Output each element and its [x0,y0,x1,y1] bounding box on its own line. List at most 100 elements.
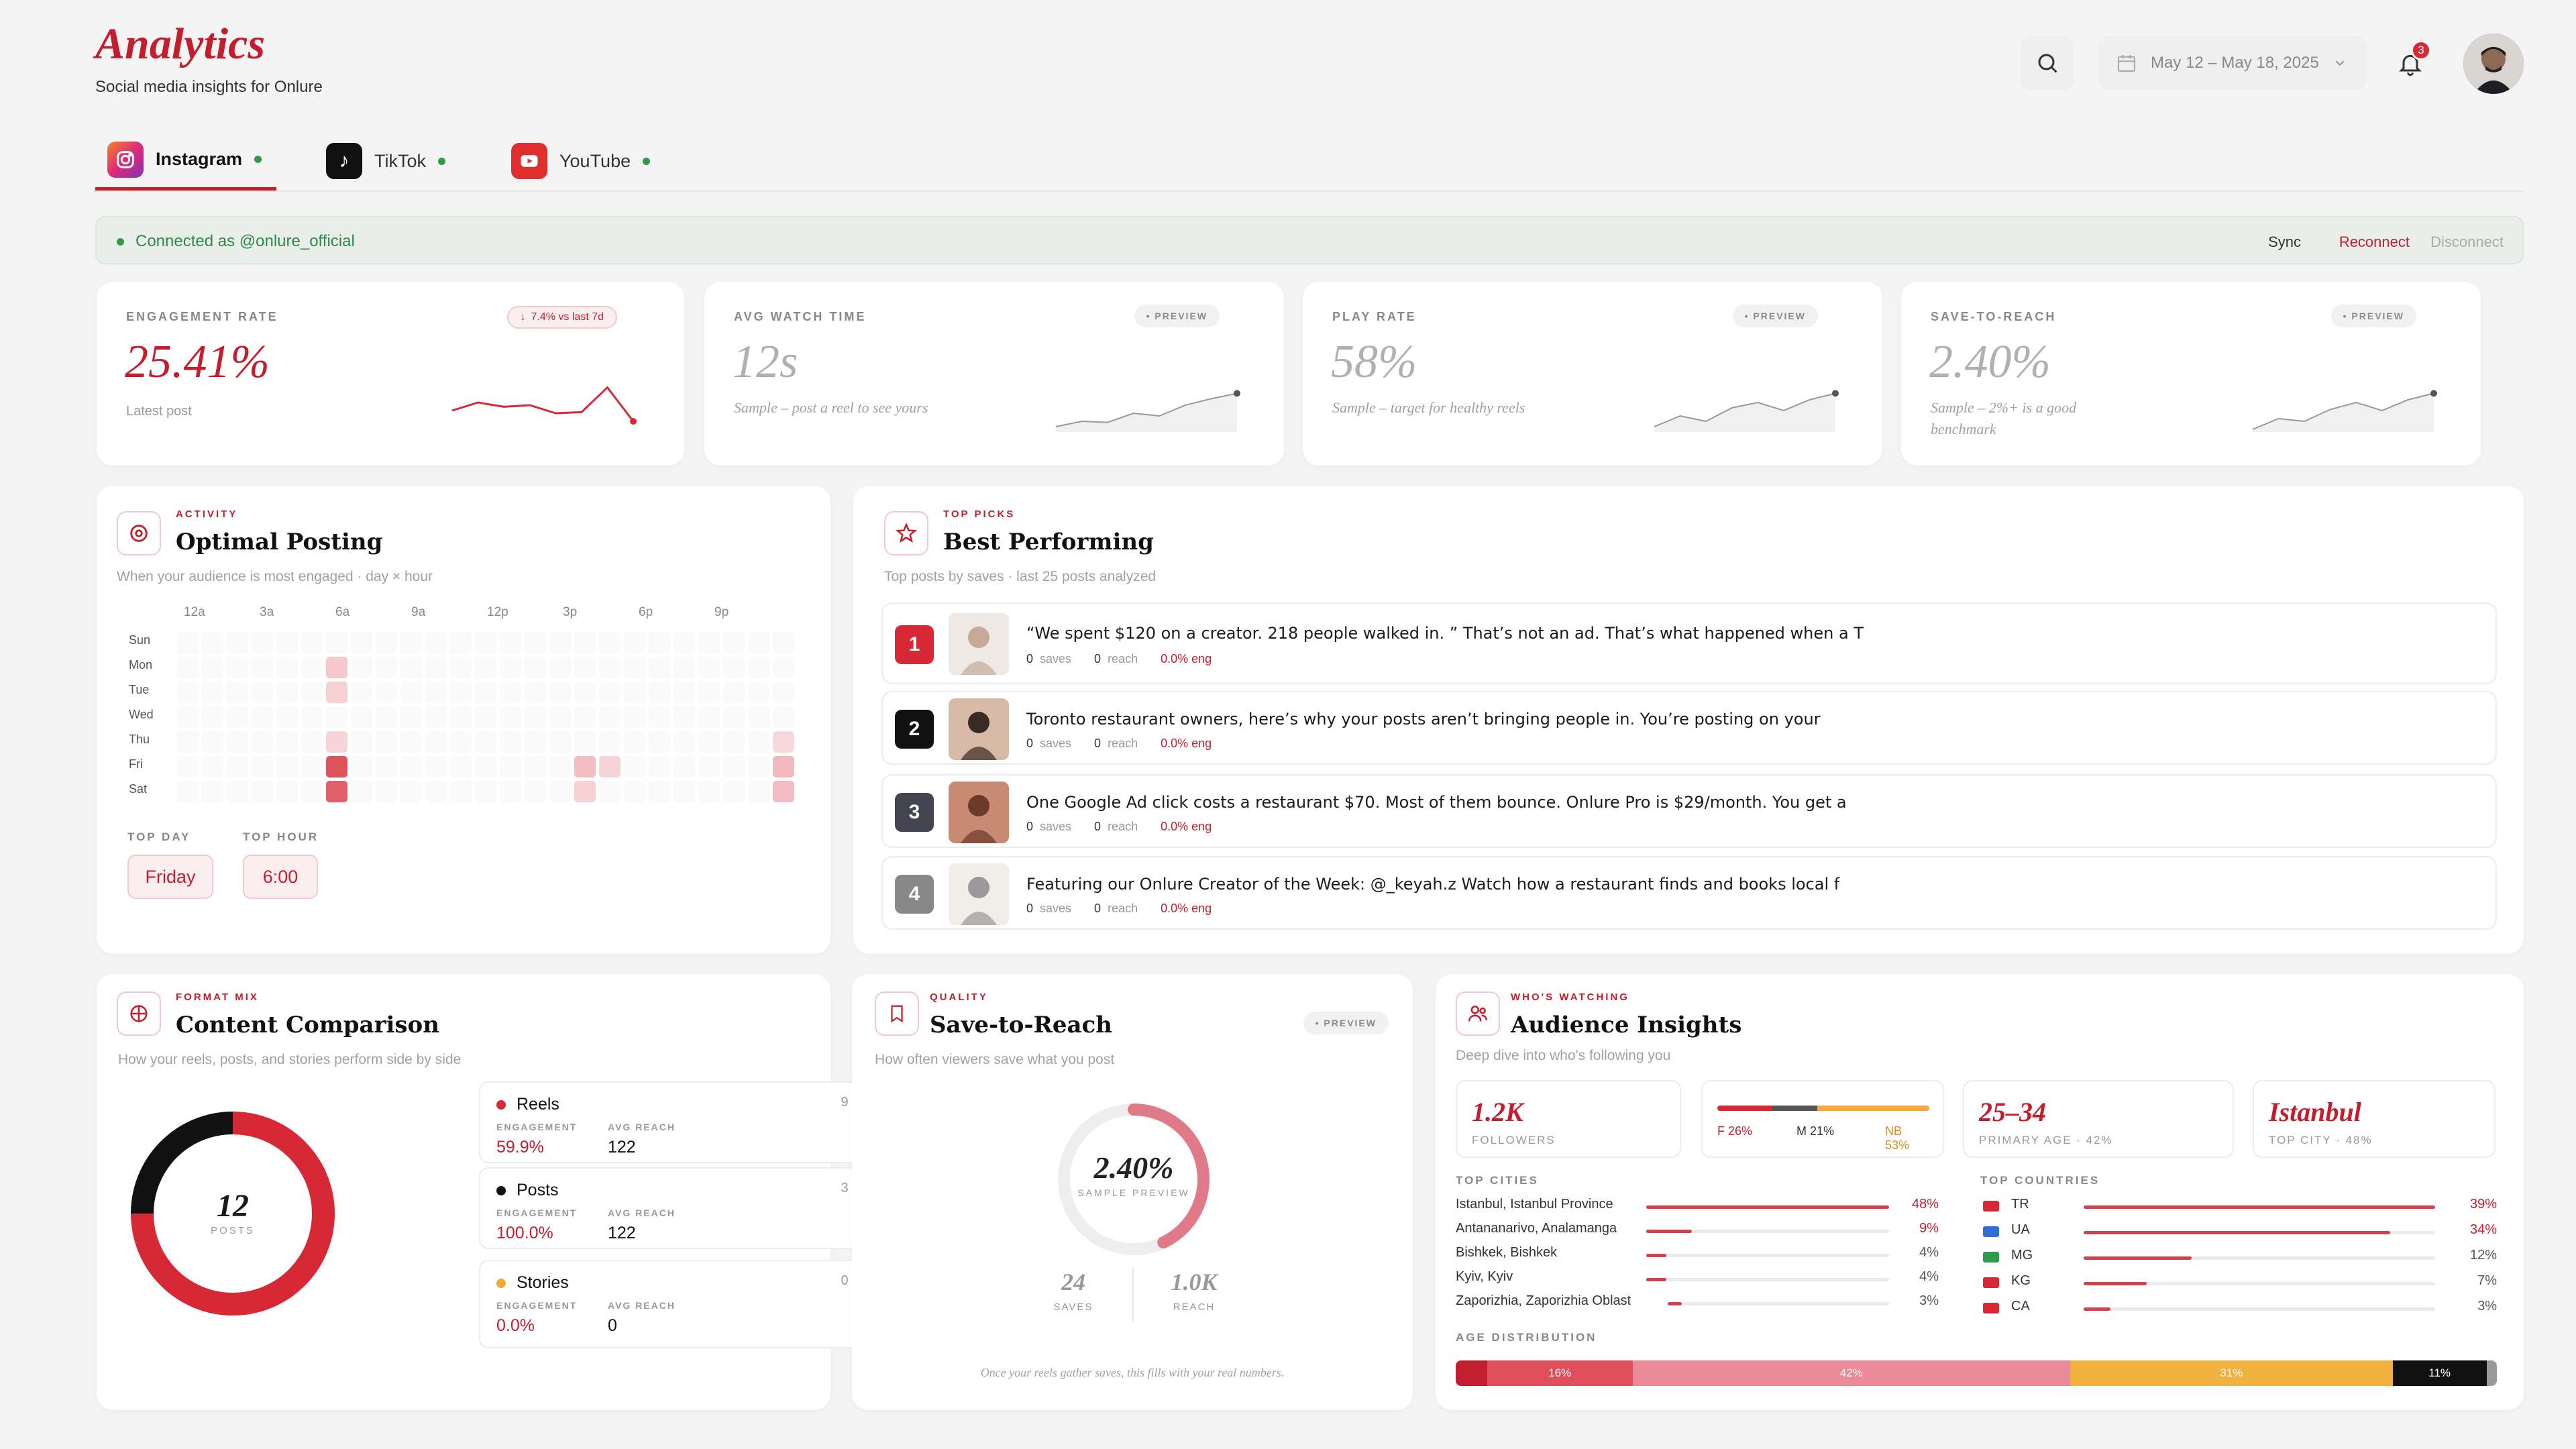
connection-banner: Connected as @onlure_official Sync Recon… [95,216,2524,264]
heatmap-cell [276,682,298,703]
heatmap-cell [202,706,223,728]
rank-badge: 2 [895,710,934,749]
heatmap-cell [649,632,670,653]
age-segment-label: 16% [1548,1366,1572,1379]
heatmap-cell [351,781,372,802]
kpi-subtext: Sample – post a reel to see yours [734,399,928,416]
heatmap-cell [227,706,248,728]
heatmap-cell [227,657,248,678]
tab-youtube-label: YouTube [559,150,631,171]
hour-label: 9a [411,605,426,619]
heatmap-cell [723,756,745,777]
date-range-picker[interactable]: May 12 – May 18, 2025 [2098,36,2367,90]
heatmap-cell [475,632,496,653]
heatmap-cell [723,657,745,678]
post-stats: 0 saves 0 reach 0.0% eng [1026,737,1212,751]
gender-segment [1772,1106,1817,1111]
sync-button[interactable]: Sync [2268,233,2301,250]
heatmap-cell [649,731,670,753]
gender-segment [1817,1106,1929,1111]
arrow-down-icon: ↓ [520,311,526,323]
preview-badge-text: PREVIEW [2351,311,2404,321]
top-day-label: TOP DAY [127,830,191,843]
country-code: UA [2011,1222,2030,1237]
heatmap-cell [252,731,273,753]
rank-badge: 1 [895,625,934,664]
heatmap-cell [301,706,323,728]
disconnect-button[interactable]: Disconnect [2430,233,2504,250]
heatmap-cell [574,706,596,728]
heatmap-cell [227,781,248,802]
followers-value: 1.2K [1472,1097,1523,1127]
age-distribution-bar: 16% 42% 31% 11% [1456,1360,2497,1386]
heatmap-cell [599,632,621,653]
heatmap-cell [475,731,496,753]
heatmap-cell [351,657,372,678]
heatmap-cell [425,731,447,753]
city-name: Bishkek, Bishkek [1456,1245,1558,1260]
heatmap-cell [252,706,273,728]
heatmap-cell [400,781,422,802]
preview-badge: • PREVIEW [1134,305,1220,327]
heatmap-cell [326,657,347,678]
heatmap-cell [698,781,720,802]
reach-count: 0 [1094,902,1102,915]
tab-youtube[interactable]: YouTube [511,131,686,191]
format-dot [496,1185,506,1195]
heatmap-cell [376,657,397,678]
notifications-button[interactable]: 3 [2387,40,2434,87]
top-day-value: Friday [145,866,196,887]
country-percent: 39% [2469,1197,2497,1212]
reach-unit: reach [1108,820,1138,833]
heatmap-cell [549,706,571,728]
post-row[interactable]: 2 Toronto restaurant owners, here’s why y… [881,691,2497,765]
country-bar-fill [2084,1231,2390,1234]
age-segment: 11% [2392,1360,2487,1386]
post-thumbnail [949,698,1009,760]
heatmap-cell [525,657,546,678]
card-title: Save-to-Reach [930,1012,1112,1038]
country-percent: 34% [2469,1222,2497,1237]
footnote: Once your reels gather saves, this fills… [980,1366,1285,1379]
age-segment-label: 31% [2220,1366,2243,1379]
heatmap-cell [500,706,521,728]
post-caption: One Google Ad click costs a restaurant $… [1026,793,1847,812]
heatmap-cell [773,682,794,703]
search-button[interactable] [2021,36,2074,90]
city-percent: 4% [1919,1269,1939,1284]
avg-reach-value: 122 [608,1224,636,1242]
heatmap-cell [177,706,199,728]
heatmap-cell [475,706,496,728]
heatmap-cell [425,756,447,777]
day-label: Mon [129,658,153,672]
gender-tile: F 26% M 21% NB 53% [1701,1080,1944,1158]
city-bar-track [1646,1254,1889,1257]
post-row[interactable]: 4 Featuring our Onlure Creator of the Wee… [881,856,2497,930]
donut-total: 12 [217,1188,249,1224]
post-row[interactable]: 1 “We spent $120 on a creator. 218 people… [881,602,2497,684]
heatmap-cell [177,632,199,653]
heatmap-cell [574,682,596,703]
day-label: Sun [129,633,151,647]
saves-unit: saves [1040,902,1072,915]
primary-age-label: PRIMARY AGE · 42% [1979,1134,2113,1146]
sparkline-line [1055,392,1238,427]
reconnect-button[interactable]: Reconnect [2339,233,2410,250]
gender-label: M 21% [1796,1124,1835,1138]
avatar[interactable] [2463,34,2524,94]
heatmap-cell [475,657,496,678]
city-percent: 4% [1919,1245,1939,1260]
country-bar-fill [2084,1307,2111,1311]
heatmap-cell [276,657,298,678]
optimal-posting-card: ACTIVITY Optimal Posting When your audie… [97,486,830,954]
post-row[interactable]: 3 One Google Ad click costs a restaurant … [881,774,2497,848]
tab-instagram[interactable]: Instagram [95,131,276,191]
preview-badge: • PREVIEW [1303,1012,1389,1034]
kpi-card: PLAY RATE 58% Sample – target for healthy … [1303,282,1882,466]
card-title: Content Comparison [176,1012,439,1038]
sparkline [451,386,637,425]
tab-tiktok[interactable]: ♪ TikTok [326,131,474,191]
